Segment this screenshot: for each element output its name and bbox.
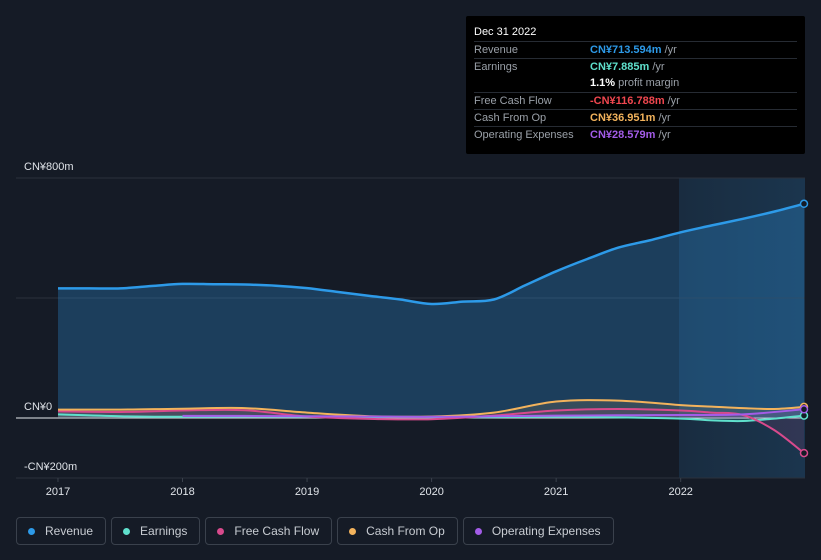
legend-item-label: Revenue xyxy=(45,524,94,538)
legend-item-operating-expenses[interactable]: Operating Expenses xyxy=(462,517,614,545)
tooltip-row-unit: /yr xyxy=(658,112,671,124)
legend-dot-icon xyxy=(474,527,482,535)
legend-item-label: Operating Expenses xyxy=(491,524,601,538)
x-tick-label: 2020 xyxy=(419,486,443,498)
series-area-cash-from-op xyxy=(58,400,804,418)
tooltip-row: Operating Expenses CN¥28.579m/yr xyxy=(474,126,797,143)
tooltip-date: Dec 31 2022 xyxy=(474,26,537,38)
tooltip-row-value: CN¥36.951m xyxy=(590,112,656,124)
tooltip-row-label xyxy=(474,75,590,92)
tooltip-row: Cash From Op CN¥36.951m/yr xyxy=(474,109,797,126)
legend-item-label: Free Cash Flow xyxy=(234,524,320,538)
legend-item-cash-from-op[interactable]: Cash From Op xyxy=(337,517,458,545)
legend-dot-icon xyxy=(28,527,35,535)
tooltip-row-label: Operating Expenses xyxy=(474,129,574,141)
y-label-bottom: -CN¥200m xyxy=(24,461,77,473)
tooltip-row-unit: /yr xyxy=(664,44,677,56)
tooltip-row-value: -CN¥116.788m xyxy=(590,95,665,107)
series-area-revenue xyxy=(58,203,804,418)
tooltip-row: Free Cash Flow -CN¥116.788m/yr xyxy=(474,92,797,109)
legend-item-revenue[interactable]: Revenue xyxy=(16,517,107,545)
y-label-top: CN¥800m xyxy=(24,161,74,173)
tooltip-row-value: CN¥713.594m xyxy=(590,44,662,56)
x-tick-label: 2021 xyxy=(544,486,568,498)
legend-dot-icon xyxy=(217,527,225,535)
series-end-marker xyxy=(799,199,809,209)
x-tick-label: 2022 xyxy=(668,486,692,498)
tooltip-row: 1.1% profit margin xyxy=(474,75,797,92)
tooltip-row-unit: /yr xyxy=(667,95,680,107)
tooltip-row-label: Revenue xyxy=(474,44,519,56)
tooltip-row-label: Free Cash Flow xyxy=(474,95,552,107)
tooltip-row: Earnings CN¥7.885m/yr xyxy=(474,58,797,75)
tooltip-row-label: Cash From Op xyxy=(474,112,547,124)
x-tick-label: 2018 xyxy=(170,486,194,498)
series-line-cash-from-op xyxy=(57,399,805,418)
tooltip-row-unit: /yr xyxy=(658,129,671,141)
series-line-operating-expenses xyxy=(182,408,805,418)
legend-dot-icon xyxy=(123,527,131,535)
legend-dot-icon xyxy=(349,527,357,535)
tooltip: Dec 31 2022 Revenue CN¥713.594m/yr Earning… xyxy=(466,16,805,154)
tooltip-row-unit: profit margin xyxy=(618,77,680,89)
legend-item-label: Cash From Op xyxy=(366,524,445,538)
tooltip-row-unit: /yr xyxy=(652,61,665,73)
x-tick-label: 2017 xyxy=(46,486,70,498)
legend-item-earnings[interactable]: Earnings xyxy=(111,517,201,545)
tooltip-row-label: Earnings xyxy=(474,61,518,73)
legend-item-free-cash-flow[interactable]: Free Cash Flow xyxy=(205,517,333,545)
tooltip-row-value: CN¥7.885m xyxy=(590,61,650,73)
y-label-zero: CN¥0 xyxy=(24,401,52,413)
series-end-marker xyxy=(799,405,809,414)
tooltip-row-value: 1.1% xyxy=(590,77,616,89)
series-line-revenue xyxy=(57,202,805,306)
tooltip-row: Revenue CN¥713.594m/yr xyxy=(474,41,797,58)
legend-item-label: Earnings xyxy=(140,524,188,538)
x-tick-label: 2019 xyxy=(295,486,319,498)
legend: Revenue Earnings Free Cash Flow Cash From O… xyxy=(16,517,614,547)
tooltip-row-value: CN¥28.579m xyxy=(590,129,656,141)
series-end-marker xyxy=(799,448,809,458)
